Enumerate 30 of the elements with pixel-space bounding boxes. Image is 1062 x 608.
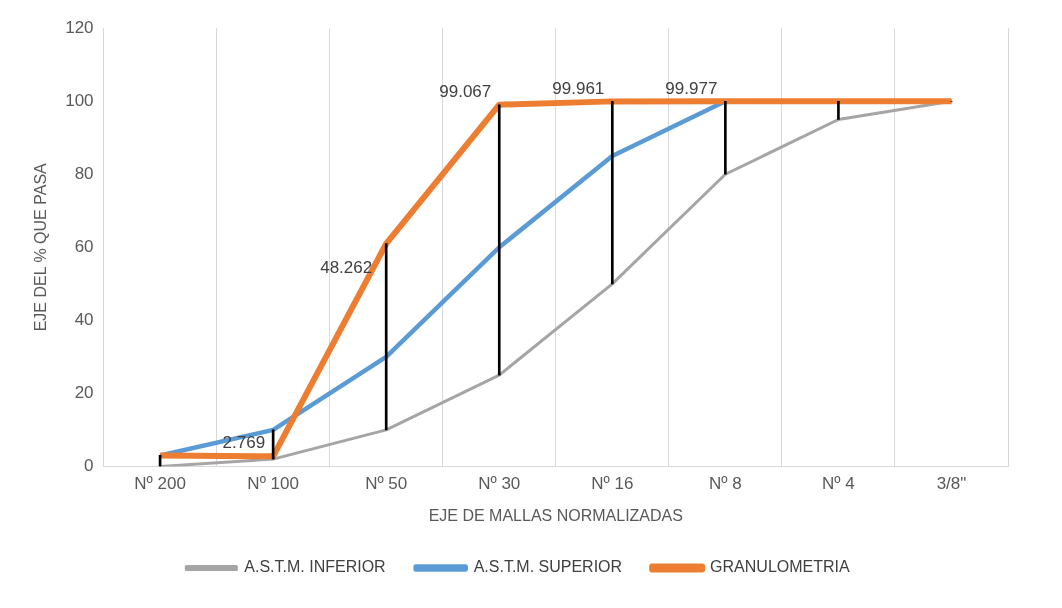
y-tick-label: 40: [74, 310, 94, 330]
y-tick-label: 80: [74, 163, 94, 183]
x-axis-title: EJE DE MALLAS NORMALIZADAS: [428, 506, 683, 524]
data-label: 99.977: [665, 78, 718, 98]
x-tick-label: Nº 100: [247, 474, 299, 494]
x-tick-label: 3/8": [936, 474, 967, 494]
legend-label: GRANULOMETRIA: [710, 558, 851, 576]
y-axis-title: EJE DEL % QUE PASA: [32, 162, 50, 332]
legend-label: A.S.T.M. INFERIOR: [244, 558, 386, 576]
bar: [724, 100, 727, 175]
data-label: 99.067: [439, 81, 492, 101]
bar: [497, 104, 501, 376]
y-tick-label: 120: [65, 17, 94, 37]
y-tick-label: 0: [84, 456, 94, 476]
x-tick-label: Nº 200: [134, 474, 186, 494]
y-tick-label: 100: [65, 90, 94, 110]
bar: [384, 243, 388, 431]
x-tick-label: Nº 8: [709, 474, 742, 494]
bar: [610, 100, 614, 285]
data-label: 2.769: [222, 433, 266, 453]
annotation: 48.262: [320, 257, 373, 277]
data-label: 99.961: [552, 78, 605, 98]
x-tick-label: Nº 16: [591, 474, 634, 494]
legend-label: A.S.T.M. SUPERIOR: [473, 558, 623, 576]
x-tick-label: Nº 30: [478, 474, 521, 494]
y-tick-label: 60: [74, 236, 94, 256]
x-tick-label: Nº 4: [822, 474, 855, 494]
y-tick-label: 20: [74, 383, 94, 403]
bar: [837, 100, 840, 120]
x-tick-label: Nº 50: [365, 474, 408, 494]
